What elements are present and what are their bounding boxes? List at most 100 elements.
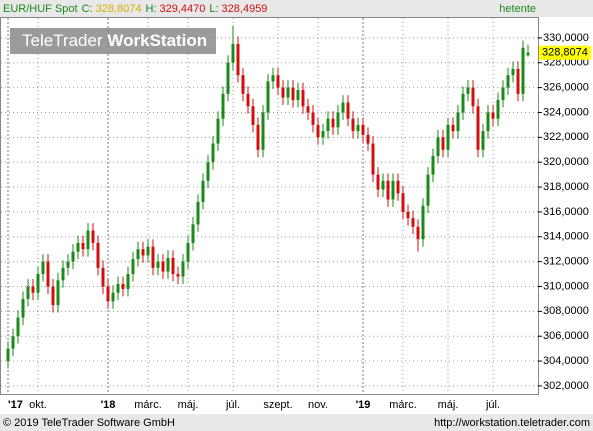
candle-body: [106, 286, 110, 302]
candle-body: [401, 193, 405, 212]
candle-body: [321, 131, 325, 138]
logo-part: TeleTrader: [22, 31, 103, 50]
x-tick-label: szept.: [263, 399, 292, 411]
candle-body: [16, 317, 20, 337]
copyright: © 2019 TeleTrader Software GmbH: [3, 417, 175, 429]
candle-body: [66, 261, 70, 268]
candle-body: [91, 230, 95, 243]
candle-body: [361, 124, 365, 135]
candle-body: [306, 106, 310, 113]
candle-body: [301, 90, 305, 107]
candle-body: [101, 267, 105, 287]
candle-body: [221, 93, 225, 119]
y-tick-label: 330,0000: [543, 32, 589, 44]
y-tick-label: 312,0000: [543, 256, 589, 268]
y-tick-label: 318,0000: [543, 181, 589, 193]
candle-body: [336, 112, 340, 128]
candle-body: [236, 44, 240, 76]
candle-body: [226, 62, 230, 94]
candle-body: [21, 298, 25, 318]
period: hetente: [499, 3, 536, 15]
summary-name: H:: [145, 3, 156, 15]
candle-body: [486, 112, 490, 132]
candle-body: [36, 274, 40, 293]
candle-body: [261, 112, 265, 150]
candle-body: [196, 201, 200, 225]
candle-body: [421, 205, 425, 240]
candle-body: [161, 261, 165, 272]
candle-body: [211, 143, 215, 163]
candle-body: [241, 75, 245, 94]
candle-body: [86, 230, 90, 250]
logo-part: WorkStation: [107, 31, 207, 50]
candle-body: [496, 100, 500, 119]
summary-value: 328,4959: [222, 3, 268, 15]
candle-body: [186, 242, 190, 262]
candle-body: [201, 180, 205, 202]
candle-body: [141, 249, 145, 256]
candle-body: [216, 118, 220, 144]
candle-body: [266, 81, 270, 113]
candle-body: [386, 180, 390, 200]
logo-box: [10, 28, 216, 54]
summary-name: C:: [82, 3, 93, 15]
x-tick-label: márc.: [134, 399, 162, 411]
header-bar: [0, 0, 593, 17]
candle-body: [501, 87, 505, 101]
x-tick-label: nov.: [308, 399, 328, 411]
candle-body: [286, 87, 290, 98]
candle-body: [81, 242, 85, 250]
candle-body: [416, 226, 420, 240]
candle-body: [311, 112, 315, 125]
candle-body: [171, 257, 175, 275]
candle-body: [436, 137, 440, 156]
candle-body: [131, 259, 135, 275]
candle-body: [176, 274, 180, 277]
candle-body: [461, 93, 465, 113]
candle-body: [476, 106, 480, 150]
candle-body: [411, 218, 415, 227]
url: http://workstation.teletrader.com: [434, 417, 590, 429]
candle-body: [466, 87, 470, 94]
candle-body: [346, 102, 350, 119]
x-tick-label: máj.: [178, 399, 199, 411]
candle-body: [376, 174, 380, 190]
candle-body: [256, 124, 260, 150]
candle-body: [26, 286, 30, 299]
candle-body: [11, 336, 15, 349]
y-tick-label: 306,0000: [543, 330, 589, 342]
candle-body: [521, 47, 525, 94]
candles: [6, 25, 530, 369]
y-tick-label: 302,0000: [543, 380, 589, 392]
candle-body: [51, 286, 55, 306]
candle-body: [296, 90, 300, 101]
candle-body: [276, 75, 280, 88]
x-tick-label: '17: [8, 399, 23, 411]
candle-body: [61, 267, 65, 281]
candle-body: [356, 124, 360, 132]
plot-frame: [0, 17, 539, 395]
candle-body: [326, 118, 330, 132]
candle-body: [316, 124, 320, 138]
candle-body: [166, 257, 170, 272]
y-tick-label: 310,0000: [543, 280, 589, 292]
candle-body: [6, 348, 10, 362]
candle-body: [71, 251, 75, 262]
logo: TeleTrader WorkStation: [22, 31, 207, 50]
candle-body: [31, 286, 35, 293]
y-tick-label: 324,0000: [543, 106, 589, 118]
instrument: EUR/HUF Spot: [3, 3, 78, 15]
candle-body: [426, 174, 430, 206]
candle-body: [96, 242, 100, 268]
candle-body: [446, 124, 450, 150]
candle-body: [366, 134, 370, 144]
y-tick-label: 320,0000: [543, 156, 589, 168]
candle-body: [76, 242, 80, 252]
candle-body: [41, 261, 45, 275]
candle-body: [406, 211, 410, 219]
candle-body: [246, 93, 250, 107]
summary-value: 328,8074: [96, 3, 142, 15]
candle-body: [526, 52, 530, 56]
x-tick-label: '19: [356, 399, 371, 411]
